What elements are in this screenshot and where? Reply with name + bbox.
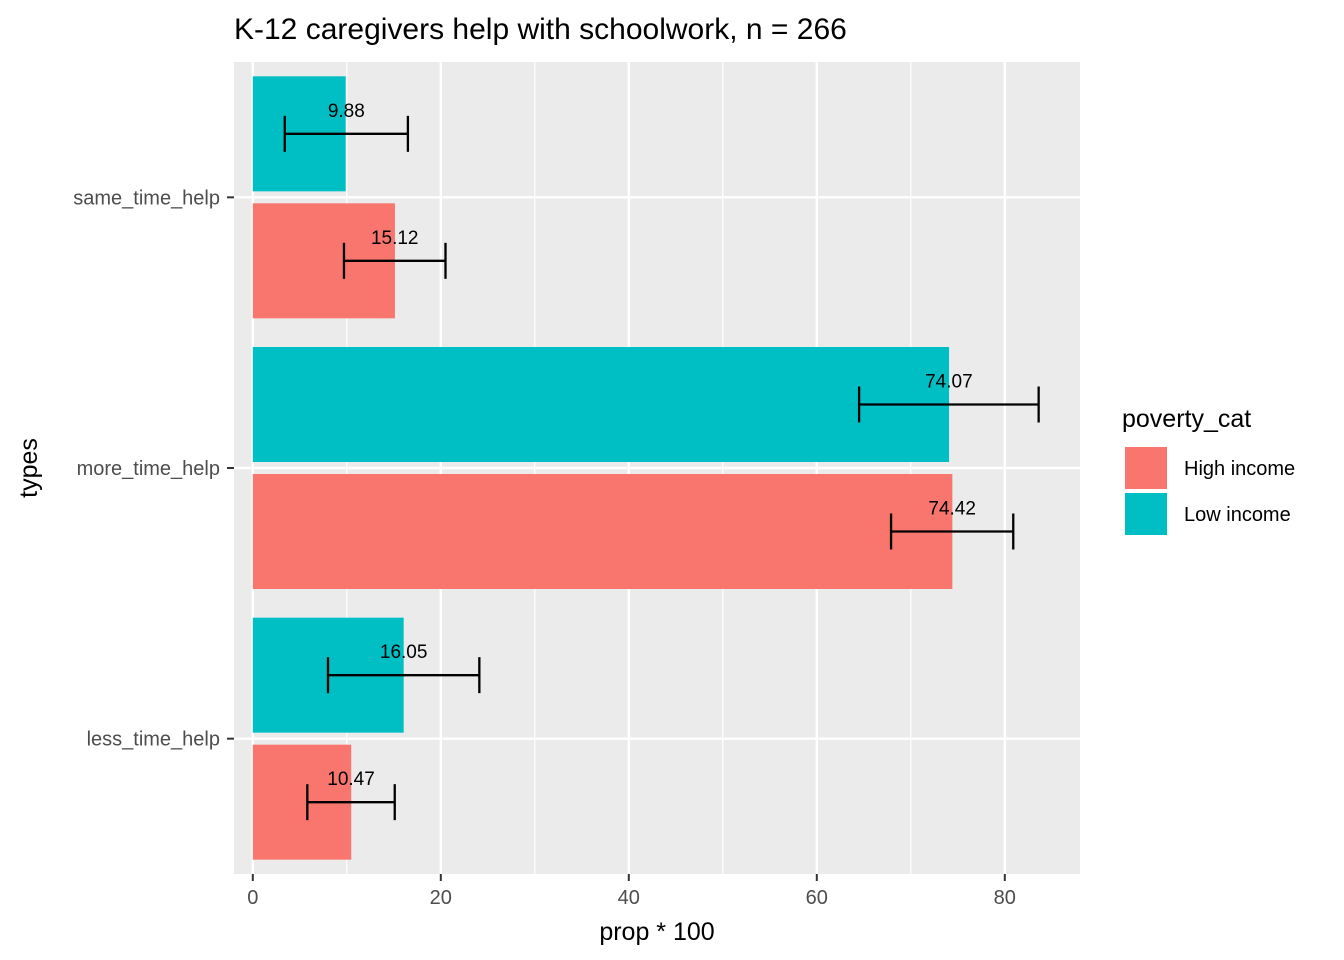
legend: poverty_cat High income Low income xyxy=(1122,405,1295,537)
legend-label: Low income xyxy=(1184,504,1291,526)
y-axis-title: types xyxy=(15,438,43,498)
legend-key-low-income xyxy=(1123,491,1169,537)
y-axis: same_time_help more_time_help less_time_he… xyxy=(73,187,234,751)
y-tick-label: same_time_help xyxy=(73,187,220,209)
x-tick-label: 80 xyxy=(994,887,1016,909)
bar-more_time_help-high-income xyxy=(252,474,953,589)
data-label: 10.47 xyxy=(327,769,375,790)
data-labels: 9.88 15.12 74.07 74.42 16.05 10.47 xyxy=(327,101,976,790)
data-label: 15.12 xyxy=(371,228,419,249)
x-tick-label: 20 xyxy=(430,887,452,909)
data-label: 74.42 xyxy=(928,499,976,520)
gridlines xyxy=(234,62,1080,874)
data-label: 74.07 xyxy=(925,372,973,393)
x-axis-title: prop * 100 xyxy=(599,918,714,946)
bar-more_time_help-low-income xyxy=(252,347,950,462)
x-axis: 0 20 40 60 80 xyxy=(247,874,1016,909)
chart-title: K-12 caregivers help with schoolwork, n … xyxy=(234,13,847,46)
x-tick-label: 60 xyxy=(806,887,828,909)
error-bars xyxy=(283,115,1040,821)
x-tick-label: 40 xyxy=(618,887,640,909)
x-tick-label: 0 xyxy=(247,887,258,909)
y-tick-label: more_time_help xyxy=(77,458,220,480)
bars xyxy=(252,76,953,860)
legend-key-high-income xyxy=(1123,445,1169,491)
data-label: 9.88 xyxy=(328,101,365,122)
legend-label: High income xyxy=(1184,458,1295,480)
legend-title: poverty_cat xyxy=(1122,405,1251,433)
y-tick-label: less_time_help xyxy=(87,729,220,751)
data-label: 16.05 xyxy=(380,642,428,663)
